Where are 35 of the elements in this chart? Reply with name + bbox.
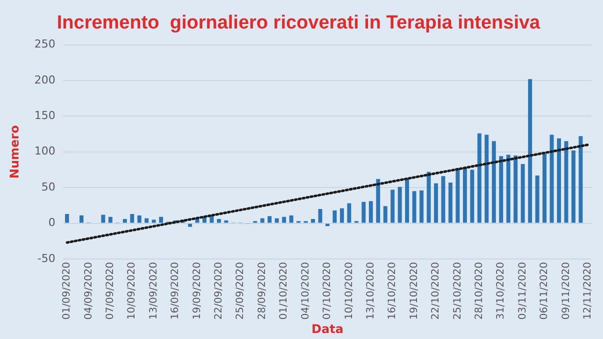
y-tick-label: 0 [48,216,56,230]
y-tick-label: 200 [34,73,56,86]
x-tick-label: 12/11/2020 [582,262,594,320]
x-tick-label: 31/10/2020 [496,262,507,320]
x-tick-label: 13/10/2020 [365,262,376,320]
x-tick-label: 25/09/2020 [235,262,246,320]
y-tick-label: 250 [34,38,56,51]
x-tick-label: 04/09/2020 [83,262,94,320]
y-tick-label: -50 [37,252,56,265]
x-tick-label: 10/10/2020 [344,262,355,320]
x-tick-label: 19/10/2020 [408,262,420,320]
chart-title: Incremento giornaliero ricoverati in Terapia intensiva [56,12,541,34]
x-axis-title: Data [312,322,344,336]
x-tick-label: 28/09/2020 [256,262,268,320]
x-tick-label: 06/11/2020 [539,262,550,320]
y-axis-title: Numero [7,125,22,179]
x-tick-label: 22/10/2020 [430,262,442,320]
x-tick-label: 09/11/2020 [560,262,572,320]
x-tick-label: 07/09/2020 [105,262,116,320]
x-tick-label: 22/09/2020 [214,262,225,320]
x-tick-label: 07/10/2020 [322,262,334,320]
x-tick-label: 28/10/2020 [474,262,485,320]
x-tick-label: 03/11/2020 [517,262,528,320]
x-tick-label: 04/10/2020 [300,262,312,320]
x-tick-label: 16/10/2020 [387,262,398,320]
x-tick-label: 25/10/2020 [452,262,464,320]
x-tick-label: 01/09/2020 [62,262,73,320]
x-tick-label: 16/09/2020 [170,262,182,320]
x-tick-label: 13/09/2020 [148,262,160,320]
x-tick-label: 19/09/2020 [192,262,203,320]
y-tick-label: 150 [34,109,56,122]
x-tick-label: 01/10/2020 [278,262,290,320]
y-tick-label: 50 [41,180,56,194]
x-tick-label: 10/09/2020 [126,262,138,320]
y-tick-label: 100 [34,144,56,158]
